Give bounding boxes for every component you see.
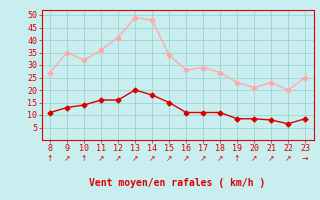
Text: ↗: ↗ — [98, 154, 104, 163]
Text: ↑: ↑ — [81, 154, 87, 163]
Text: ↗: ↗ — [251, 154, 257, 163]
Text: ↗: ↗ — [166, 154, 172, 163]
Text: ↑: ↑ — [47, 154, 53, 163]
Text: →: → — [302, 154, 308, 163]
Text: ↗: ↗ — [115, 154, 121, 163]
Text: ↗: ↗ — [217, 154, 223, 163]
Text: ↗: ↗ — [200, 154, 206, 163]
Text: ↗: ↗ — [149, 154, 155, 163]
Text: ↗: ↗ — [132, 154, 138, 163]
Text: ↗: ↗ — [268, 154, 274, 163]
Text: ↗: ↗ — [285, 154, 291, 163]
Text: ↗: ↗ — [183, 154, 189, 163]
X-axis label: Vent moyen/en rafales ( km/h ): Vent moyen/en rafales ( km/h ) — [90, 178, 266, 188]
Text: ↑: ↑ — [234, 154, 240, 163]
Text: ↗: ↗ — [64, 154, 70, 163]
